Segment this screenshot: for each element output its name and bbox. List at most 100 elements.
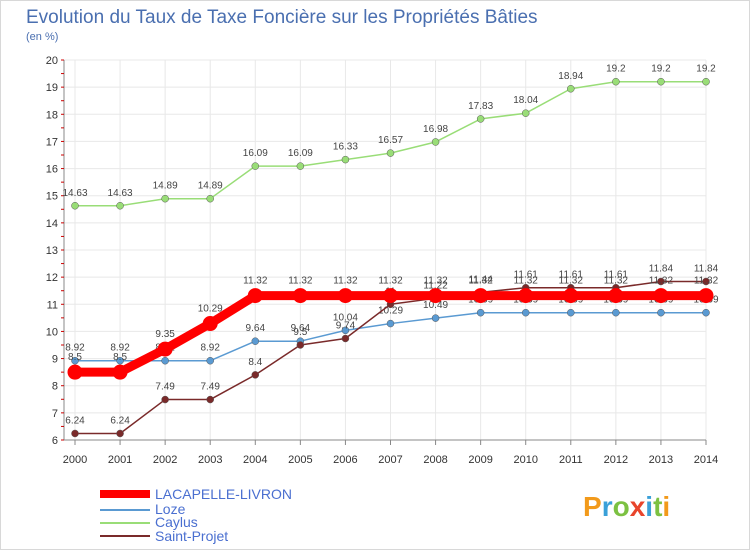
data-point: [161, 194, 169, 203]
data-label: 18.94: [558, 71, 583, 82]
x-tick-label: 2006: [333, 454, 357, 466]
data-label: 16.33: [333, 142, 358, 153]
x-tick-label: 2008: [423, 454, 447, 466]
data-point: [383, 288, 398, 304]
data-label: 11.32: [559, 276, 584, 287]
data-label: 9.5: [293, 327, 307, 338]
data-point: [206, 194, 214, 203]
data-point: [612, 77, 620, 86]
data-label: 18.04: [513, 95, 538, 106]
data-label: 14.63: [108, 188, 133, 199]
data-point: [161, 356, 169, 365]
data-point: [702, 308, 710, 317]
data-point: [247, 288, 263, 304]
data-label: 8.92: [110, 343, 130, 354]
legend-item-caylus: Caylus: [155, 514, 198, 530]
data-point: [386, 149, 395, 157]
data-label: 11.32: [288, 276, 313, 287]
data-point: [116, 202, 124, 210]
data-label: 8.5: [113, 352, 127, 363]
x-tick-label: 2014: [694, 454, 718, 466]
data-label: 16.09: [288, 148, 313, 159]
x-tick-label: 2013: [649, 454, 673, 466]
data-point: [251, 371, 260, 379]
legend: LACAPELLE-LIVRON Loze Caylus Saint-Proje…: [100, 486, 292, 544]
data-label: 10.29: [198, 304, 223, 315]
data-label: 16.57: [378, 135, 403, 146]
data-label: 10.04: [333, 312, 358, 323]
data-point: [567, 308, 575, 317]
data-label: 8.92: [200, 343, 220, 354]
x-tick-label: 2000: [63, 454, 87, 466]
x-tick-label: 2012: [604, 454, 628, 466]
data-label: 11.32: [423, 276, 448, 287]
data-point: [67, 364, 83, 380]
legend-item-saint-projet: Saint-Projet: [155, 528, 228, 544]
data-label: 9.74: [336, 320, 356, 331]
data-point: [157, 341, 173, 357]
data-label: 10.29: [378, 306, 403, 317]
data-point: [657, 308, 665, 317]
x-tick-label: 2009: [468, 454, 492, 466]
data-point: [341, 155, 350, 164]
data-point: [251, 337, 260, 345]
data-label: 8.4: [248, 357, 262, 368]
chart-title: Evolution du Taux de Taxe Foncière sur l…: [26, 7, 538, 28]
y-tick-label: 18: [46, 109, 58, 121]
data-label: 11.84: [694, 263, 719, 274]
data-point: [702, 277, 710, 286]
data-label: 19.2: [696, 64, 716, 75]
data-label: 7.49: [155, 382, 175, 393]
data-point: [473, 288, 489, 304]
data-label: 16.09: [243, 148, 268, 159]
data-point: [567, 85, 575, 93]
data-label: 11.84: [649, 263, 674, 274]
y-tick-label: 15: [46, 191, 58, 203]
data-point: [431, 138, 440, 146]
data-point: [206, 395, 214, 404]
data-label: 11.61: [559, 270, 584, 281]
data-point: [341, 326, 350, 335]
data-label: 16.98: [423, 124, 448, 135]
data-label: 11.32: [694, 276, 719, 287]
data-point: [702, 77, 710, 86]
x-tick-label: 2005: [288, 454, 312, 466]
data-label: 11.22: [423, 280, 448, 291]
data-label: 14.63: [62, 188, 87, 199]
data-label: 11.61: [604, 270, 629, 281]
data-point: [608, 288, 624, 304]
data-label: 14.89: [198, 181, 223, 192]
y-tick-label: 20: [46, 55, 58, 67]
data-point: [116, 429, 124, 438]
data-point: [112, 364, 128, 380]
brand-logo-text: Proxiti: [583, 491, 670, 522]
chart-ylabel: (en %): [26, 31, 58, 43]
data-label: 11.44: [468, 274, 493, 285]
data-point: [206, 356, 214, 365]
data-point: [71, 429, 79, 438]
y-tick-label: 7: [52, 408, 58, 420]
data-point: [563, 288, 579, 304]
data-point: [428, 288, 444, 304]
brand-logo: Proxiti: [583, 491, 670, 522]
x-tick-label: 2003: [198, 454, 222, 466]
legend-item-loze: Loze: [155, 501, 186, 517]
legend-item-lacapelle: LACAPELLE-LIVRON: [155, 486, 292, 502]
data-point: [202, 316, 218, 332]
x-tick-label: 2001: [108, 454, 132, 466]
data-label: 17.83: [468, 101, 493, 112]
data-label: 7.49: [200, 382, 220, 393]
y-tick-label: 9: [52, 354, 58, 366]
data-label: 11.32: [333, 276, 358, 287]
data-point: [386, 319, 395, 328]
data-point: [521, 109, 530, 117]
y-tick-label: 12: [46, 272, 58, 284]
x-tick-label: 2002: [153, 454, 177, 466]
data-point: [71, 356, 79, 365]
data-label: 11.32: [514, 276, 539, 287]
data-label: 9.35: [155, 329, 175, 340]
data-point: [71, 202, 79, 210]
plot-area: 6 7 8 9 10 11 12 13 14 15 16 17 18 19 20 2000 2001 2002 20…: [46, 55, 719, 466]
